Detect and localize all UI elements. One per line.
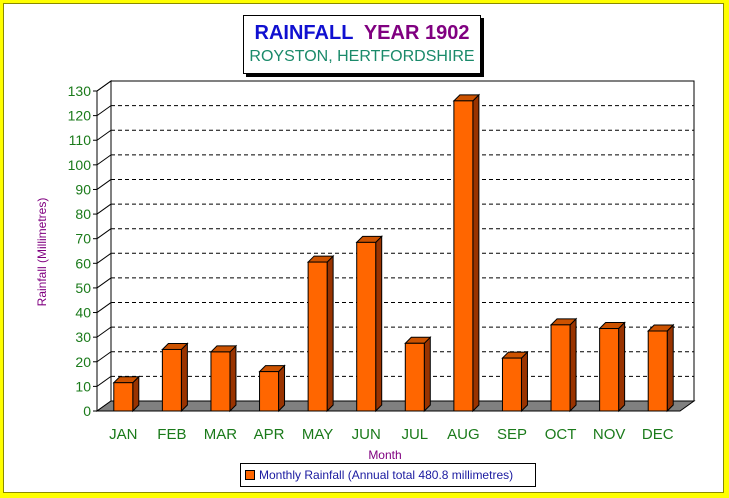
x-tick-label: APR [254,426,285,443]
y-tick-label: 50 [75,280,91,296]
x-tick-label: MAY [302,426,333,443]
bar [161,348,182,412]
bar [307,261,328,412]
bar [550,324,571,412]
bar-side [375,235,383,413]
gridline-side [96,351,112,363]
bar-side [618,321,626,413]
gridline-side [96,302,112,313]
x-tick-label: NOV [593,426,626,443]
y-tick-label: 70 [75,231,91,247]
y-tick-label: 60 [75,255,91,271]
bar-side [666,323,674,413]
bar [647,330,668,412]
bar-side [326,254,334,413]
bar [259,371,280,412]
bar [404,342,425,412]
bar-side [472,93,480,413]
bar [210,351,231,412]
y-tick-label: 130 [68,83,92,99]
bar [453,100,474,412]
y-tick-label: 10 [75,378,91,394]
y-tick-label: 0 [83,403,91,419]
floor [95,400,696,412]
bar [356,241,377,412]
y-tick-label: 40 [75,305,91,321]
gridline-side [96,252,112,264]
y-tick-label: 100 [68,157,92,173]
bar-side [278,364,286,413]
back-wall [110,80,695,402]
x-tick-label: OCT [545,426,577,443]
chart-title: RAINFALL YEAR 1902 [244,22,480,45]
legend-swatch [245,470,255,480]
legend: Monthly Rainfall (Annual total 480.8 mil… [240,463,536,487]
y-tick-label: 80 [75,206,91,222]
chart-title-year: YEAR 1902 [363,22,470,44]
gridline-side [96,277,112,289]
legend-label: Monthly Rainfall (Annual total 480.8 mil… [259,468,514,482]
gridline-side [96,228,112,240]
x-tick-label: SEP [497,426,527,443]
chart-subtitle: ROYSTON, HERTFORDSHIRE [249,48,475,65]
x-tick-label: MAR [204,426,238,443]
x-tick-label: FEB [157,426,186,443]
gridline-side [96,326,112,338]
y-tick-label: 30 [75,329,91,345]
bar-side [423,336,431,413]
gridline-side [96,129,112,141]
x-tick-label: DEC [642,426,674,443]
chart-title-main: RAINFALL [254,22,354,44]
x-tick-label: JUL [401,426,428,443]
bar [501,357,522,412]
bar [113,382,134,412]
y-axis-title: Rainfall (Millimetres) [35,198,49,307]
y-tick-label: 120 [68,108,92,124]
left-wall [96,80,112,412]
bar-side [229,344,237,413]
gridline-side [96,179,112,190]
chart-title-box: RAINFALL YEAR 1902 ROYSTON, HERTFORDSHIR… [243,15,481,74]
bar [599,328,620,412]
gridline-side [96,105,112,117]
bar-side [180,342,188,413]
gridline-side [96,203,112,215]
bar-side [520,350,528,413]
bar-side [569,317,577,413]
x-tick-label: JAN [109,426,137,443]
x-tick-label: AUG [447,426,480,443]
y-tick-label: 90 [75,181,91,197]
y-tick-label: 110 [69,132,92,148]
gridline-side [96,80,112,92]
y-tick-label: 20 [75,354,91,370]
gridline-side [96,375,112,387]
x-tick-label: JUN [352,426,381,443]
x-axis-title: Month [368,448,401,462]
gridline-side [96,154,112,166]
